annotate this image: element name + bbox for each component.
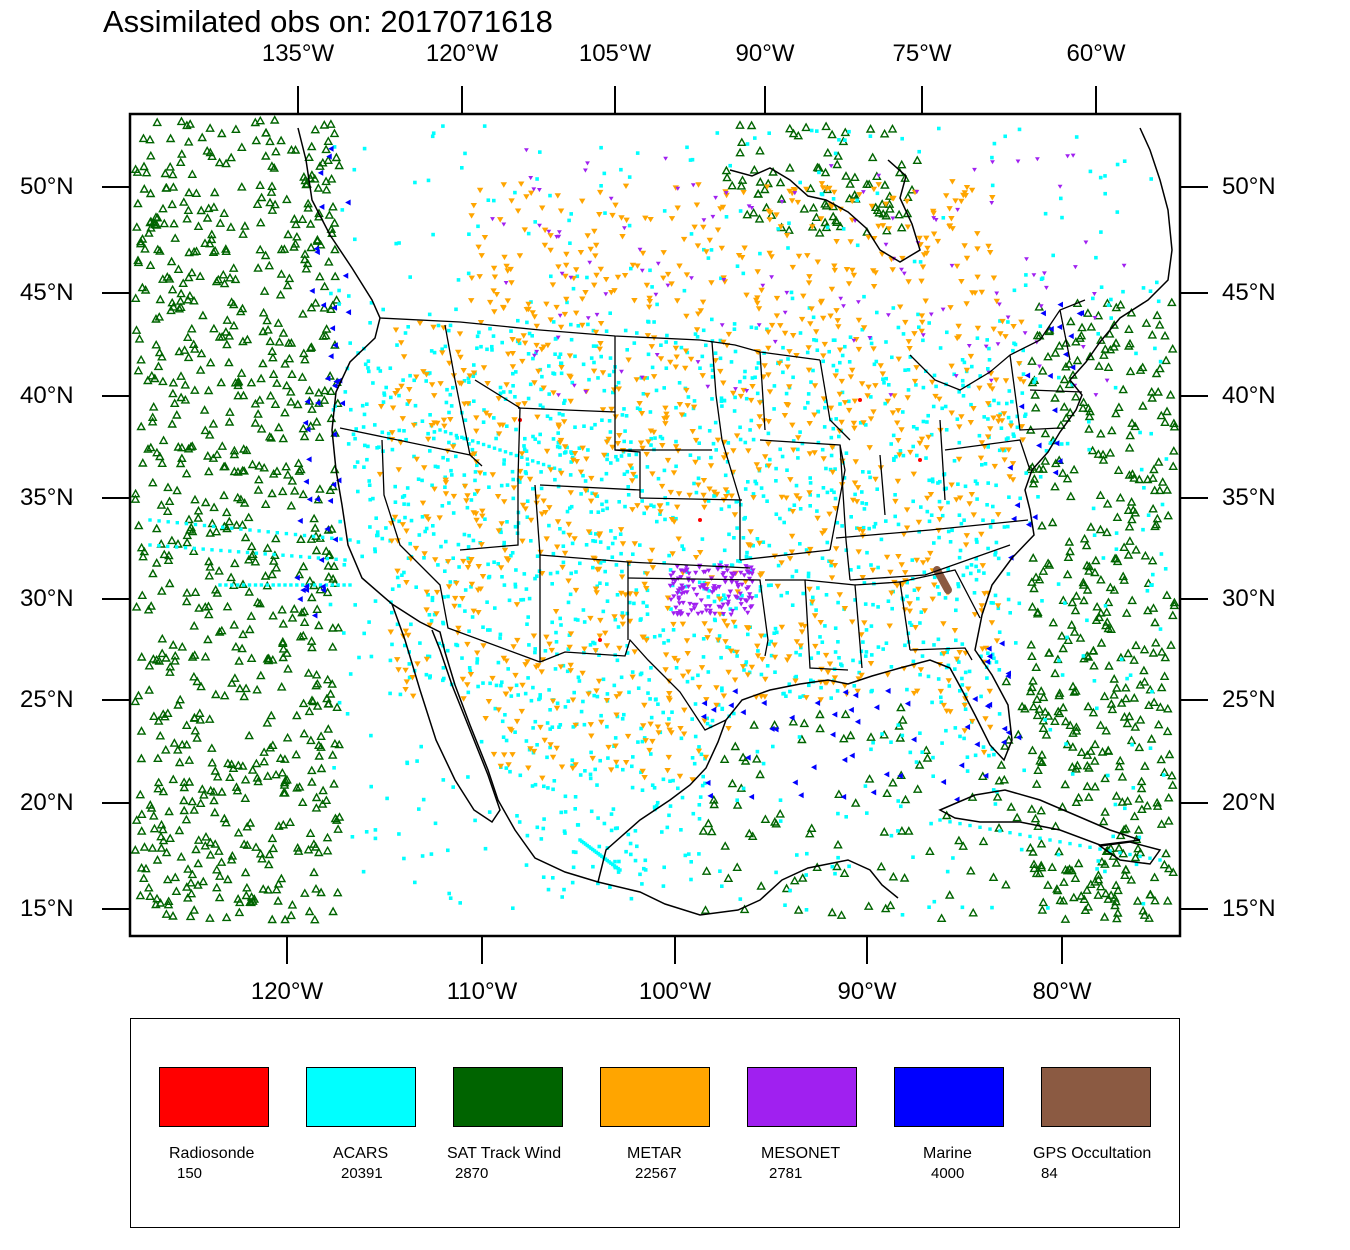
map-frame [128, 112, 1182, 938]
right-lat-label: 30°N [1222, 585, 1276, 612]
top-lon-label: 90°W [735, 40, 795, 67]
right-lat-label: 15°N [1222, 895, 1276, 922]
legend-label: SAT Track Wind [447, 1145, 562, 1162]
political-borders [339, 299, 1086, 731]
top-lon-label: 135°W [261, 40, 335, 67]
top-lon-label: 75°W [892, 40, 952, 67]
marine-points [294, 145, 1085, 803]
right-lat-label: 45°N [1222, 279, 1276, 306]
legend-count: 4000 [931, 1165, 965, 1182]
right-lat-label: 25°N [1222, 686, 1276, 713]
legend-count: 20391 [341, 1165, 383, 1182]
legend-count: 2781 [769, 1165, 803, 1182]
legend-swatch-mesonet [747, 1067, 857, 1127]
radiosonde-points [518, 398, 922, 642]
mesonet-points [490, 148, 1127, 618]
left-lat-label: 35°N [20, 484, 74, 511]
legend-label: METAR [627, 1145, 682, 1162]
left-lat-label: 25°N [20, 686, 74, 713]
legend-swatch-radiosonde [159, 1067, 269, 1127]
legend-label: Marine [923, 1145, 972, 1162]
left-lat-label: 40°N [20, 382, 74, 409]
top-lon-label: 60°W [1066, 40, 1126, 67]
legend-count: 150 [177, 1165, 203, 1182]
coastlines [297, 127, 1173, 916]
sat-track-wind-points [130, 115, 1180, 924]
left-lat-label: 30°N [20, 585, 74, 612]
legend-swatch-sat-track-wind [453, 1067, 563, 1127]
legend-count: 22567 [635, 1165, 677, 1182]
legend-label: ACARS [333, 1145, 389, 1162]
right-lat-label: 40°N [1222, 382, 1276, 409]
bottom-lon-label: 100°W [638, 978, 712, 1005]
bottom-lon-label: 80°W [1032, 978, 1092, 1005]
legend-label: MESONET [761, 1145, 841, 1162]
bottom-lon-label: 110°W [446, 978, 518, 1005]
legend-count: 84 [1041, 1165, 1058, 1182]
legend-swatch-marine [894, 1067, 1004, 1127]
legend-label: GPS Occultation [1033, 1145, 1152, 1162]
map-ticks [102, 86, 1208, 964]
right-lat-label: 50°N [1222, 173, 1276, 200]
bottom-lon-label: 120°W [250, 978, 324, 1005]
left-lat-label: 20°N [20, 789, 74, 816]
left-lat-label: 45°N [20, 279, 74, 306]
metar-points [376, 179, 1027, 783]
top-lon-label: 105°W [578, 40, 652, 67]
map-figure [102, 86, 1208, 964]
right-lat-label: 35°N [1222, 484, 1276, 511]
left-lat-label: 15°N [20, 895, 74, 922]
observation-points [130, 115, 1180, 924]
legend: Radiosonde 150 ACARS 20391 SAT Track Win… [130, 1018, 1180, 1228]
left-lat-label: 50°N [20, 173, 74, 200]
legend-swatch-gps-occultation [1041, 1067, 1151, 1127]
map-title: Assimilated obs on: 2017071618 [103, 4, 553, 39]
legend-label: Radiosonde [169, 1145, 255, 1162]
legend-count: 2870 [455, 1165, 489, 1182]
legend-swatch-acars [306, 1067, 416, 1127]
legend-swatch-metar [600, 1067, 710, 1127]
right-lat-label: 20°N [1222, 789, 1276, 816]
top-lon-label: 120°W [425, 40, 499, 67]
bottom-lon-label: 90°W [837, 978, 897, 1005]
